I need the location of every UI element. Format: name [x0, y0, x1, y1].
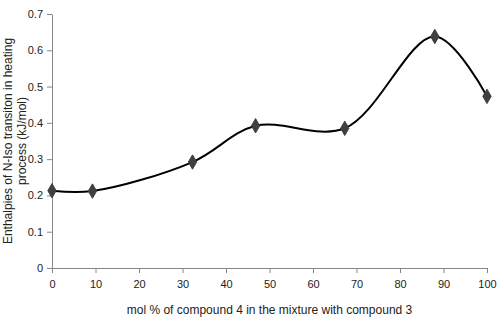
y-axis: 0 0.1 0.2 0.3 0.4 0.5 0.6 0.7 [28, 8, 53, 274]
x-tick-mark [357, 268, 358, 273]
y-tick-label: 0.6 [28, 44, 43, 56]
x-tick: 40 [220, 268, 232, 290]
x-tick-mark [183, 268, 184, 273]
x-axis-title: mol % of compound 4 in the mixture with … [127, 303, 413, 317]
x-tick-mark [52, 268, 53, 273]
y-tick-label: 0.4 [28, 117, 43, 129]
y-tick-mark [47, 268, 52, 269]
x-tick-label: 90 [438, 278, 450, 290]
x-tick-mark [270, 268, 271, 273]
x-tick-label: 100 [478, 278, 496, 290]
x-tick: 60 [307, 268, 319, 290]
x-tick-mark [226, 268, 227, 273]
plot-area: 0 10 20 30 40 50 60 70 80 90 100 0 0.1 0.2 0.3 0.4 0.5 0.… [28, 8, 497, 290]
x-tick-mark [400, 268, 401, 273]
x-tick-mark [444, 268, 445, 273]
data-point [48, 184, 56, 198]
x-tick-label: 30 [177, 278, 189, 290]
x-tick-label: 10 [90, 278, 102, 290]
data-point [431, 29, 439, 43]
y-tick: 0.5 [28, 81, 52, 93]
x-tick-label: 40 [220, 278, 232, 290]
chart: 0 10 20 30 40 50 60 70 80 90 100 0 0.1 0.2 0.3 0.4 0.5 0.… [0, 0, 500, 326]
y-tick-mark [47, 14, 52, 15]
y-tick-mark [47, 159, 52, 160]
y-tick: 0 [37, 262, 52, 274]
data-point [341, 121, 349, 135]
y-tick-label: 0 [37, 262, 43, 274]
x-tick-label: 0 [49, 278, 55, 290]
y-tick-label: 0.5 [28, 81, 43, 93]
y-tick-label: 0.7 [28, 8, 43, 20]
x-tick: 70 [351, 268, 363, 290]
x-tick-mark [96, 268, 97, 273]
x-axis: 0 10 20 30 40 50 60 70 80 90 100 [49, 268, 496, 290]
x-tick-mark [139, 268, 140, 273]
data-layer [48, 29, 491, 198]
y-tick-label: 0.3 [28, 153, 43, 165]
y-tick: 0.3 [28, 153, 52, 165]
x-tick: 100 [478, 268, 496, 290]
y-tick: 0.7 [28, 8, 52, 20]
x-tick: 50 [264, 268, 276, 290]
y-tick: 0.4 [28, 117, 52, 129]
x-tick-label: 60 [307, 278, 319, 290]
x-tick-label: 70 [351, 278, 363, 290]
data-point [251, 119, 259, 133]
x-tick-label: 80 [394, 278, 406, 290]
y-tick-mark [47, 232, 52, 233]
y-axis-title-line: process (kJ/mol) [15, 97, 29, 185]
x-tick-mark [487, 268, 488, 273]
y-axis-title: Enthalpies of N-Iso transiton in heating… [1, 38, 29, 244]
x-tick-label: 50 [264, 278, 276, 290]
y-axis-line [52, 15, 53, 269]
x-tick: 10 [90, 268, 102, 290]
data-line [52, 36, 487, 191]
y-tick-mark [47, 123, 52, 124]
data-point [483, 89, 491, 103]
y-tick-label: 0.1 [28, 226, 43, 238]
y-axis-title-line: Enthalpies of N-Iso transiton in heating [1, 38, 15, 244]
y-tick: 0.1 [28, 226, 52, 238]
x-tick: 30 [177, 268, 189, 290]
x-tick: 90 [438, 268, 450, 290]
y-tick: 0.6 [28, 44, 52, 56]
data-point [188, 155, 196, 169]
x-tick: 80 [394, 268, 406, 290]
x-tick-mark [313, 268, 314, 273]
x-tick: 20 [133, 268, 145, 290]
data-point [88, 184, 96, 198]
x-tick-label: 20 [133, 278, 145, 290]
y-tick-label: 0.2 [28, 189, 43, 201]
y-tick-mark [47, 87, 52, 88]
x-tick: 0 [49, 268, 55, 290]
y-tick-mark [47, 50, 52, 51]
